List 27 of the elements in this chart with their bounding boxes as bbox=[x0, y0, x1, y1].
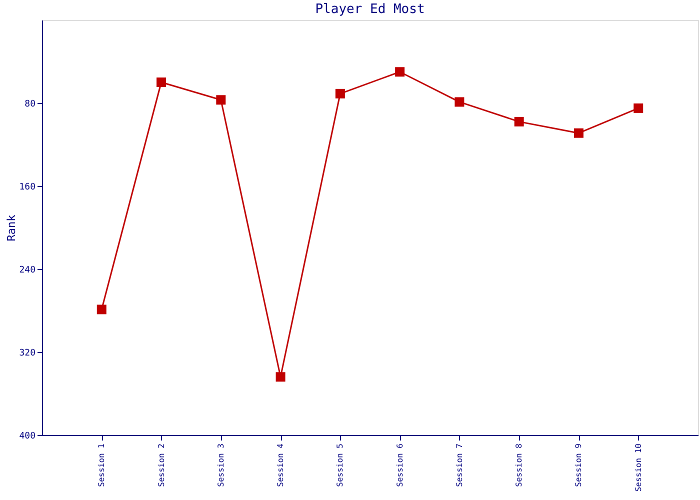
point bbox=[335, 88, 345, 98]
x-tick-label: Session 4 bbox=[276, 443, 286, 487]
x-tick-label: Session 10 bbox=[634, 443, 643, 492]
point bbox=[514, 116, 524, 126]
point bbox=[276, 372, 286, 382]
y-tick-label: 400 bbox=[19, 432, 36, 442]
x-tick-label: Session 2 bbox=[156, 443, 166, 487]
x-tick-label: Session 9 bbox=[574, 443, 584, 487]
y-axis-title: Rank bbox=[5, 214, 18, 242]
y-tick-label: 320 bbox=[19, 348, 36, 358]
point bbox=[216, 95, 226, 105]
x-tick-label: Session 3 bbox=[216, 443, 226, 487]
point bbox=[156, 78, 166, 87]
chart-title: Player Ed Most bbox=[315, 2, 425, 17]
y-tick-label: 80 bbox=[24, 100, 36, 110]
x-tick-label: Session 1 bbox=[97, 443, 106, 487]
y-tick-label: 160 bbox=[19, 182, 36, 192]
point bbox=[454, 97, 464, 107]
y-tick-label: 240 bbox=[19, 266, 36, 276]
x-tick-label: Session 5 bbox=[336, 443, 345, 487]
point bbox=[395, 67, 405, 77]
x-tick-label: Session 7 bbox=[454, 443, 464, 487]
x-tick-label: Session 6 bbox=[395, 443, 404, 487]
point bbox=[634, 103, 644, 113]
point bbox=[96, 304, 106, 314]
x-tick-label: Session 8 bbox=[514, 443, 524, 487]
point bbox=[574, 128, 584, 138]
